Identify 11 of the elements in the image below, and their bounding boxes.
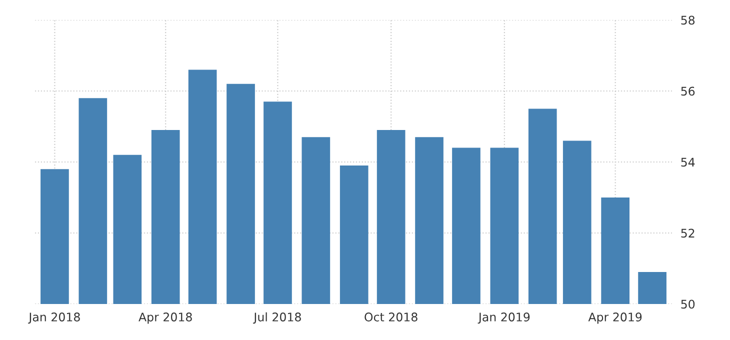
x-tick-label: Apr 2018 [138, 312, 192, 324]
y-tick-label: 54 [681, 158, 695, 167]
y-tick-label: 56 [681, 86, 695, 96]
y-tick-label: 50 [681, 300, 695, 309]
x-tick-label: Jan 2019 [478, 312, 530, 324]
x-tick-label: Jul 2018 [253, 312, 301, 324]
x-tick-label: Jan 2018 [28, 312, 80, 324]
y-tick-label: 58 [681, 16, 695, 25]
x-tick-label: Oct 2018 [364, 312, 418, 322]
x-tick-label: Apr 2019 [588, 312, 642, 324]
y-tick-label: 52 [681, 228, 694, 238]
